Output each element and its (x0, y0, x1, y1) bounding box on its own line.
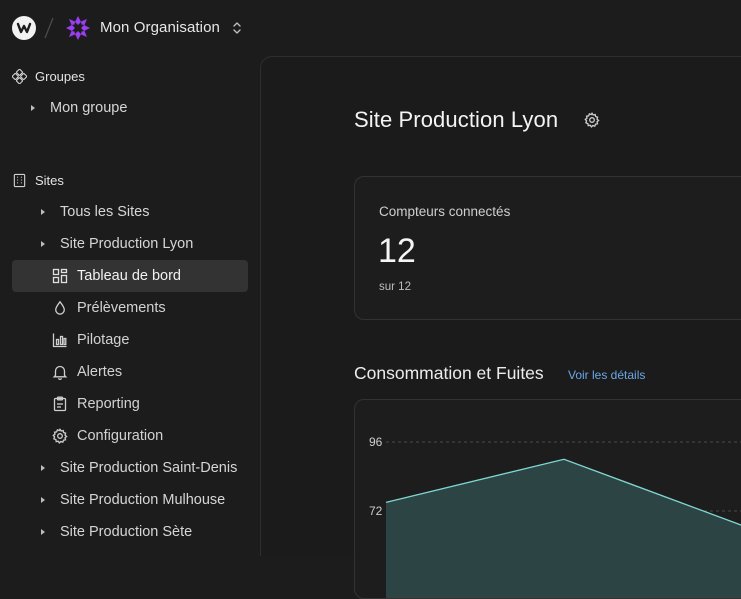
sidebar-item-site-sete[interactable]: Site Production Sète (38, 516, 192, 548)
consumption-chart-card: 96 72 (354, 399, 741, 599)
sidebar-item-alerts[interactable]: Alertes (12, 356, 248, 388)
sites-section-header: Sites (12, 170, 64, 190)
sidebar-item-dashboard[interactable]: Tableau de bord (12, 260, 248, 292)
card-label: Compteurs connectés (379, 204, 511, 219)
consumption-chart: 96 72 (369, 435, 741, 598)
organisation-icon[interactable] (64, 14, 92, 42)
organisation-name[interactable]: Mon Organisation (100, 19, 220, 36)
page-title: Site Production Lyon (354, 107, 559, 132)
groups-section-header: Groupes (12, 66, 85, 86)
sidebar-item-mon-groupe[interactable]: Mon groupe (28, 92, 127, 124)
sidebar-item-samples[interactable]: Prélèvements (12, 292, 248, 324)
sidebar-item-label: Site Production Saint-Denis (60, 460, 238, 476)
caret-right-icon (41, 529, 45, 535)
consumption-section-title: Consommation et Fuites (354, 363, 544, 383)
bar-chart-icon (52, 333, 67, 348)
sidebar-item-label: Alertes (77, 364, 123, 380)
chart-y-tick-label: 72 (369, 504, 383, 518)
sidebar-item-reporting[interactable]: Reporting (12, 388, 248, 420)
sidebar-item-label: Site Production Mulhouse (60, 492, 226, 508)
droplet-icon (55, 300, 65, 315)
app-logo[interactable] (12, 16, 36, 40)
connected-meters-card: Compteurs connectés 12 sur 12 (354, 176, 741, 320)
sidebar-item-site-mulhouse[interactable]: Site Production Mulhouse (38, 484, 225, 516)
card-subtext: sur 12 (379, 281, 411, 293)
view-details-link[interactable]: Voir les détails (568, 368, 646, 382)
sidebar-item-site-saint-denis[interactable]: Site Production Saint-Denis (38, 452, 237, 484)
dashboard-icon (52, 268, 68, 284)
sidebar-item-configuration[interactable]: Configuration (12, 420, 248, 452)
settings-gear-icon[interactable] (584, 112, 600, 128)
sidebar-item-label: Prélèvements (77, 300, 166, 316)
caret-right-icon (41, 209, 45, 215)
groups-icon (12, 68, 27, 84)
bell-icon (52, 365, 68, 380)
app-logo-icon (16, 22, 32, 34)
clipboard-icon (53, 396, 67, 412)
caret-right-icon (41, 465, 45, 471)
chevron-up-down-icon[interactable] (230, 20, 244, 36)
sidebar-item-label: Pilotage (77, 332, 130, 348)
gear-icon (52, 428, 68, 444)
sidebar-item-label: Tableau de bord (77, 268, 181, 284)
sidebar-item-label: Tous les Sites (60, 204, 150, 220)
building-icon (13, 173, 26, 187)
sidebar-item-site-lyon[interactable]: Site Production Lyon (38, 228, 193, 260)
sites-label: Sites (35, 172, 64, 188)
caret-right-icon (31, 105, 35, 111)
top-bar: Mon Organisation (0, 0, 741, 56)
sidebar-item-steering[interactable]: Pilotage (12, 324, 248, 356)
sidebar-item-label: Site Production Lyon (60, 236, 194, 252)
caret-right-icon (41, 497, 45, 503)
breadcrumb-separator (44, 17, 54, 39)
chart-y-tick-label: 96 (369, 435, 383, 449)
sidebar: Groupes Mon groupe Sites Tous les Sites … (0, 56, 260, 541)
sidebar-item-label: Reporting (77, 396, 140, 412)
sidebar-item-all-sites[interactable]: Tous les Sites (38, 196, 149, 228)
chart-series-line (385, 458, 741, 526)
card-value: 12 (378, 232, 416, 270)
chart-area-fill (386, 459, 741, 598)
sidebar-item-label: Mon groupe (50, 100, 128, 116)
sidebar-item-label: Site Production Sète (60, 524, 193, 540)
caret-right-icon (41, 241, 45, 247)
groups-label: Groupes (35, 68, 85, 84)
sidebar-item-label: Configuration (77, 428, 164, 444)
